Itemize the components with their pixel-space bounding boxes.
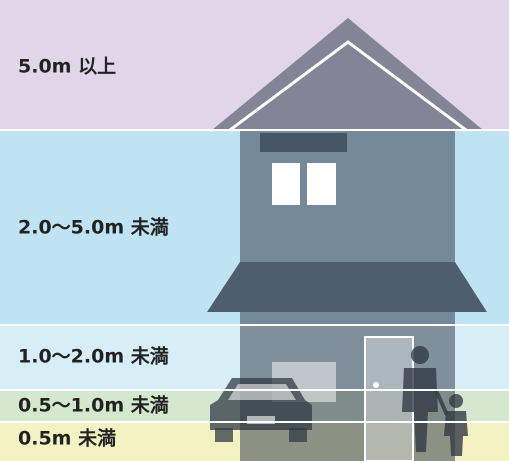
band-label: 2.0～5.0m 未満 — [18, 216, 169, 239]
adult-head — [411, 346, 429, 364]
band-label: 1.0～2.0m 未満 — [18, 345, 169, 368]
band-label: 0.5～1.0m 未満 — [18, 394, 169, 417]
band-label: 5.0m 以上 — [18, 56, 116, 78]
labels: 5.0m 以上 2.0～5.0m 未満 1.0～2.0m 未満 0.5～1.0m… — [18, 56, 169, 450]
car-window — [228, 384, 296, 400]
eave — [207, 262, 487, 312]
band-label: 0.5m 未満 — [18, 427, 116, 450]
wheel — [215, 428, 233, 442]
upper-band — [260, 133, 347, 152]
hand — [434, 389, 449, 416]
window — [272, 163, 300, 205]
roof — [212, 18, 483, 130]
roof-line — [229, 40, 467, 132]
band-dividers — [0, 129, 509, 423]
door-knob — [373, 382, 379, 388]
plate — [247, 416, 275, 424]
child-head — [449, 394, 463, 408]
wheel — [289, 428, 307, 442]
window — [307, 163, 336, 205]
